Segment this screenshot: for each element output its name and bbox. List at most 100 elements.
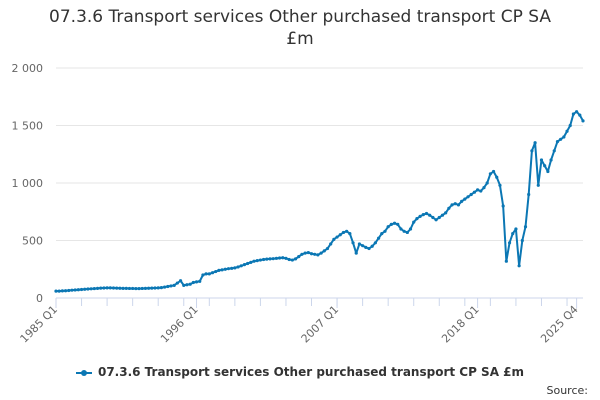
data-point[interactable] — [201, 273, 205, 277]
data-point[interactable] — [341, 230, 346, 235]
data-point[interactable] — [444, 211, 448, 215]
data-point[interactable] — [239, 264, 243, 268]
data-point[interactable] — [539, 158, 544, 162]
data-point[interactable] — [440, 213, 445, 217]
data-point[interactable] — [115, 286, 119, 290]
data-point[interactable] — [79, 287, 84, 292]
data-point[interactable] — [338, 233, 342, 237]
data-point[interactable] — [210, 271, 215, 275]
data-point[interactable] — [172, 283, 176, 287]
data-point[interactable] — [124, 286, 128, 290]
data-point[interactable] — [466, 195, 470, 199]
data-point[interactable] — [571, 112, 576, 116]
data-point[interactable] — [67, 288, 71, 293]
data-point[interactable] — [137, 286, 141, 291]
data-point[interactable] — [415, 217, 419, 221]
data-point[interactable] — [491, 169, 496, 174]
data-point[interactable] — [194, 280, 199, 284]
data-point[interactable] — [230, 266, 234, 270]
data-point[interactable] — [383, 229, 387, 233]
data-point[interactable] — [517, 264, 521, 268]
data-point[interactable] — [156, 286, 160, 290]
data-point[interactable] — [246, 261, 250, 266]
data-point[interactable] — [402, 229, 406, 233]
data-point[interactable] — [159, 286, 163, 290]
data-point[interactable] — [86, 287, 90, 291]
data-point[interactable] — [255, 259, 259, 263]
data-point[interactable] — [127, 286, 132, 291]
data-point[interactable] — [507, 241, 512, 245]
data-point[interactable] — [274, 256, 278, 260]
data-point[interactable] — [530, 149, 534, 153]
data-point[interactable] — [262, 257, 266, 262]
data-point[interactable] — [60, 289, 64, 293]
data-point[interactable] — [460, 199, 464, 203]
data-point[interactable] — [488, 172, 492, 176]
data-point[interactable] — [309, 252, 314, 256]
data-point[interactable] — [562, 135, 566, 139]
data-point[interactable] — [153, 286, 157, 290]
data-point[interactable] — [99, 286, 103, 290]
data-point[interactable] — [306, 250, 310, 255]
data-point[interactable] — [284, 256, 288, 260]
data-point[interactable] — [392, 221, 397, 225]
data-point[interactable] — [108, 286, 112, 290]
data-point[interactable] — [182, 283, 186, 287]
data-point[interactable] — [354, 251, 358, 255]
data-point[interactable] — [143, 286, 148, 290]
data-point[interactable] — [303, 251, 307, 255]
data-point[interactable] — [111, 286, 116, 290]
data-point[interactable] — [249, 260, 253, 264]
data-point[interactable] — [217, 268, 221, 272]
data-point[interactable] — [236, 265, 240, 269]
data-point[interactable] — [527, 192, 531, 197]
data-point[interactable] — [482, 186, 486, 190]
data-point[interactable] — [325, 246, 330, 251]
data-point[interactable] — [54, 289, 58, 293]
legend[interactable]: 07.3.6 Transport services Other purchase… — [0, 365, 600, 379]
data-point[interactable] — [389, 222, 393, 226]
data-point[interactable] — [546, 169, 550, 174]
data-point[interactable] — [332, 237, 336, 241]
data-point[interactable] — [399, 227, 403, 231]
data-point[interactable] — [367, 246, 371, 251]
data-point[interactable] — [169, 284, 173, 288]
data-point[interactable] — [178, 279, 183, 283]
data-point[interactable] — [345, 229, 349, 233]
data-point[interactable] — [92, 286, 96, 291]
data-point[interactable] — [175, 281, 179, 285]
data-point[interactable] — [543, 164, 547, 168]
data-point[interactable] — [437, 215, 441, 220]
data-point[interactable] — [252, 259, 256, 263]
data-point[interactable] — [76, 288, 80, 292]
data-point[interactable] — [191, 280, 195, 285]
data-point[interactable] — [281, 256, 285, 260]
data-point[interactable] — [265, 257, 269, 261]
data-point[interactable] — [188, 282, 192, 286]
data-point[interactable] — [578, 113, 582, 117]
data-point[interactable] — [121, 286, 125, 290]
data-point[interactable] — [559, 137, 563, 141]
data-point[interactable] — [424, 211, 429, 216]
data-point[interactable] — [581, 119, 585, 123]
data-point[interactable] — [351, 241, 355, 245]
data-point[interactable] — [495, 175, 499, 179]
data-point[interactable] — [207, 272, 211, 276]
data-point[interactable] — [316, 253, 320, 257]
data-point[interactable] — [233, 266, 237, 270]
data-point[interactable] — [386, 225, 390, 229]
data-point[interactable] — [476, 188, 480, 192]
data-point[interactable] — [150, 286, 154, 290]
data-point[interactable] — [431, 215, 435, 220]
data-point[interactable] — [83, 287, 87, 291]
data-point[interactable] — [162, 285, 167, 289]
data-point[interactable] — [63, 289, 68, 293]
data-point[interactable] — [361, 244, 365, 248]
data-point[interactable] — [166, 284, 170, 289]
data-point[interactable] — [575, 110, 579, 114]
data-point[interactable] — [89, 287, 93, 291]
data-point[interactable] — [118, 286, 122, 290]
data-point[interactable] — [514, 227, 518, 231]
data-point[interactable] — [370, 244, 374, 248]
data-point[interactable] — [214, 269, 218, 274]
